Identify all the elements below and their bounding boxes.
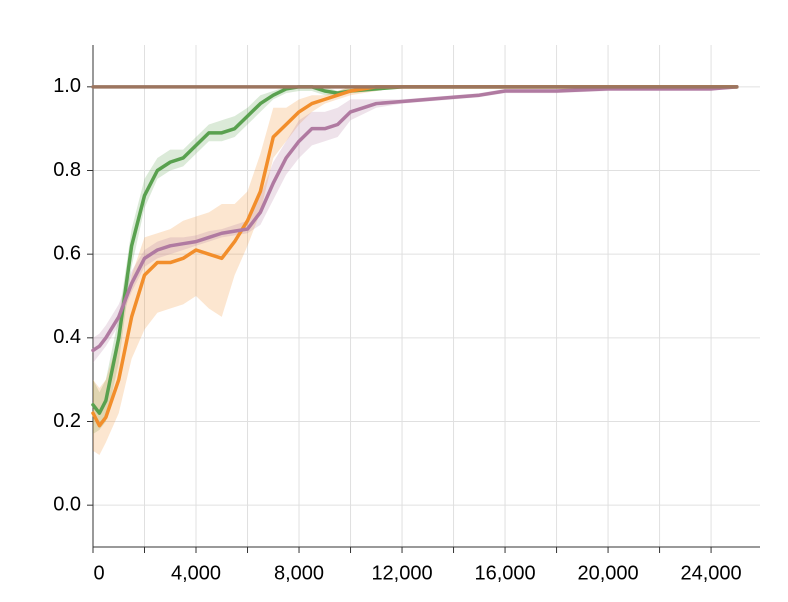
y-tick-label: 0.2	[53, 410, 81, 432]
y-tick-label: 0.0	[53, 493, 81, 515]
x-tick-label: 8,000	[274, 562, 324, 584]
x-tick-label: 20,000	[577, 562, 638, 584]
y-tick-label: 0.8	[53, 159, 81, 181]
confidence-band	[93, 86, 737, 455]
y-tick-label: 0.4	[53, 326, 81, 348]
y-tick-label: 1.0	[53, 75, 81, 97]
x-tick-label: 4,000	[171, 562, 221, 584]
line	[91, 85, 739, 353]
x-tick-label: 16,000	[474, 562, 535, 584]
x-tick-label: 24,000	[680, 562, 741, 584]
x-tick-label: 12,000	[371, 562, 432, 584]
x-tick-label: 0	[93, 562, 104, 584]
y-tick-label: 0.6	[53, 242, 81, 264]
